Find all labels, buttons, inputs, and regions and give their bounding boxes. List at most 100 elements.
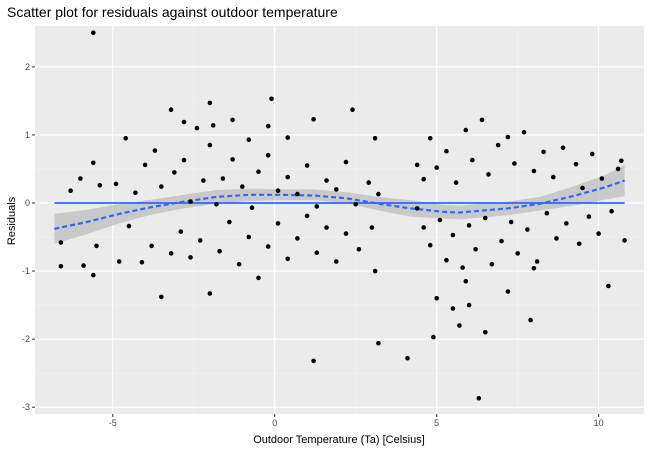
data-point <box>457 323 462 328</box>
data-point <box>343 159 349 165</box>
data-point <box>483 215 488 221</box>
data-point <box>168 107 174 112</box>
data-point <box>116 259 122 264</box>
data-point <box>256 275 261 281</box>
data-point <box>113 181 119 187</box>
data-point <box>528 317 533 323</box>
data-point <box>483 330 488 335</box>
data-point <box>295 191 300 197</box>
data-point <box>91 160 96 166</box>
data-point <box>265 244 271 249</box>
data-point <box>405 355 410 361</box>
data-point <box>188 199 193 204</box>
data-point <box>437 217 443 223</box>
x-axis-ticks: -5 0 5 10 <box>109 414 604 428</box>
data-point <box>188 255 193 260</box>
data-point <box>414 162 420 168</box>
data-point <box>615 166 621 172</box>
data-point <box>334 259 339 264</box>
data-point <box>197 238 203 243</box>
data-point <box>91 30 96 36</box>
data-point <box>324 225 329 230</box>
data-point <box>236 261 242 267</box>
data-point <box>285 135 291 140</box>
data-point <box>560 145 566 151</box>
data-point <box>470 157 475 163</box>
data-point <box>314 250 320 255</box>
data-point <box>343 231 349 236</box>
data-point <box>314 204 320 209</box>
data-point <box>78 176 83 181</box>
data-point <box>214 202 219 207</box>
data-point <box>217 249 222 254</box>
smooth-fit-line <box>54 179 625 230</box>
data-point <box>434 165 440 170</box>
data-point <box>473 247 478 252</box>
data-point <box>466 302 472 308</box>
data-point <box>515 251 520 256</box>
data-point <box>58 240 64 245</box>
data-point <box>350 107 355 112</box>
data-point <box>622 238 627 243</box>
data-point <box>334 187 339 192</box>
data-point <box>573 161 579 167</box>
data-point <box>531 266 537 271</box>
data-point <box>97 183 103 188</box>
x-tick-label: 0 <box>272 418 277 428</box>
data-point <box>606 283 611 289</box>
data-point <box>450 306 456 311</box>
data-point <box>178 229 184 234</box>
data-point <box>499 238 504 244</box>
data-point <box>311 358 316 364</box>
data-point <box>207 291 213 296</box>
data-point <box>275 188 281 193</box>
data-point <box>376 191 381 197</box>
x-tick-label: 5 <box>434 418 439 428</box>
data-point <box>324 178 329 183</box>
data-point <box>463 127 469 133</box>
data-point <box>123 136 128 141</box>
y-tick-label: -2 <box>22 334 30 344</box>
data-point <box>463 279 469 284</box>
data-point <box>505 134 511 140</box>
data-point <box>431 334 436 340</box>
data-point <box>285 174 291 180</box>
data-point <box>541 149 546 155</box>
data-point <box>508 219 514 225</box>
data-point <box>230 157 235 162</box>
y-tick-label: -1 <box>22 266 30 276</box>
data-point <box>220 176 226 181</box>
y-axis-title: Residuals <box>6 196 18 245</box>
data-point <box>599 176 605 181</box>
data-point <box>149 243 154 249</box>
data-point <box>142 162 148 168</box>
data-point <box>586 214 592 219</box>
data-point <box>265 153 271 158</box>
data-point <box>249 205 255 210</box>
data-point <box>201 178 206 183</box>
data-point <box>554 236 559 241</box>
data-point <box>91 272 96 278</box>
data-point <box>466 223 472 228</box>
x-tick-label: 10 <box>594 418 604 428</box>
data-point <box>369 225 375 230</box>
y-tick-label: -3 <box>22 402 30 412</box>
data-point <box>551 174 556 180</box>
data-point <box>531 168 537 174</box>
data-point <box>181 157 187 163</box>
y-tick-label: 0 <box>25 198 30 208</box>
x-tick-label: -5 <box>109 418 117 428</box>
data-point <box>58 264 64 269</box>
data-point <box>227 219 232 225</box>
data-point <box>304 213 310 219</box>
data-point <box>285 256 291 262</box>
data-point <box>434 296 440 301</box>
data-point <box>181 119 187 125</box>
data-point <box>240 184 245 189</box>
data-point <box>444 148 449 154</box>
data-point <box>534 259 540 264</box>
data-point <box>311 117 316 122</box>
data-point <box>94 243 99 249</box>
data-point <box>495 142 501 148</box>
